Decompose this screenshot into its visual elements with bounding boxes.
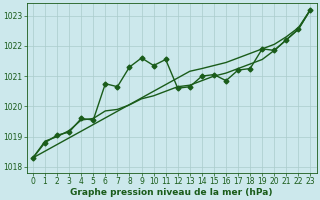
X-axis label: Graphe pression niveau de la mer (hPa): Graphe pression niveau de la mer (hPa) bbox=[70, 188, 273, 197]
